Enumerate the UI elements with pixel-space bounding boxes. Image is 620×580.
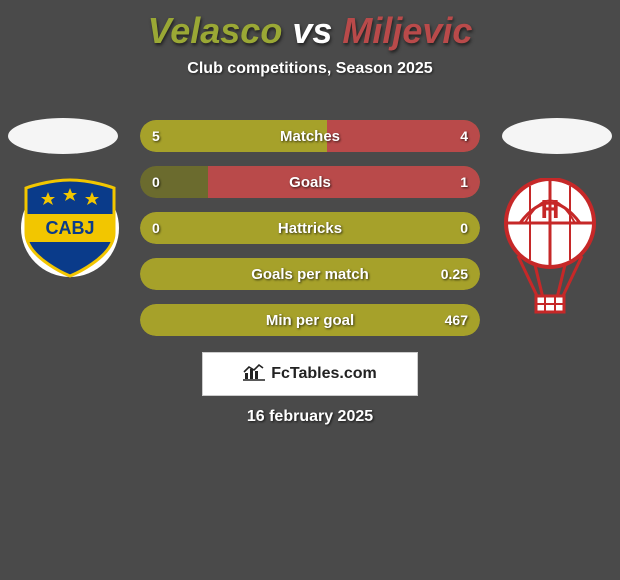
brand-text: FcTables.com: [271, 365, 377, 383]
stat-label: Hattricks: [140, 212, 480, 244]
stat-value-left: 5: [152, 120, 160, 152]
stat-row: Goals0 1: [140, 166, 480, 198]
stat-value-right: 0.25: [441, 258, 468, 290]
stat-label: Goals: [140, 166, 480, 198]
stat-label: Goals per match: [140, 258, 480, 290]
stat-row: Matches5 4: [140, 120, 480, 152]
stat-value-right: 467: [445, 304, 468, 336]
stat-value-left: 0: [152, 166, 160, 198]
stat-value-right: 0: [460, 212, 468, 244]
stats-area: Matches54Goals01Hattricks00Goals per mat…: [140, 120, 480, 350]
crest-left: CABJ: [20, 178, 120, 278]
stat-row: Hattricks0 0: [140, 212, 480, 244]
stat-value-right: 1: [460, 166, 468, 198]
crest-right-text: H: [541, 194, 560, 224]
stat-row: Goals per match0.25: [140, 258, 480, 290]
stat-value-left: 0: [152, 212, 160, 244]
date-text: 16 february 2025: [0, 408, 620, 426]
ellipse-shadow-left: [8, 118, 118, 154]
stat-row: Min per goal467: [140, 304, 480, 336]
subtitle: Club competitions, Season 2025: [0, 60, 620, 78]
title-player1: Velasco: [148, 10, 283, 51]
title-vs: vs: [282, 10, 342, 51]
crest-right: H: [500, 178, 600, 318]
stat-label: Matches: [140, 120, 480, 152]
brand-box: FcTables.com: [202, 352, 418, 396]
stat-label: Min per goal: [140, 304, 480, 336]
ellipse-shadow-right: [502, 118, 612, 154]
page-title: Velasco vs Miljevic: [0, 0, 620, 52]
title-player2: Miljevic: [342, 10, 472, 51]
chart-icon: [243, 363, 265, 386]
crest-left-text: CABJ: [45, 218, 94, 238]
stat-value-right: 4: [460, 120, 468, 152]
